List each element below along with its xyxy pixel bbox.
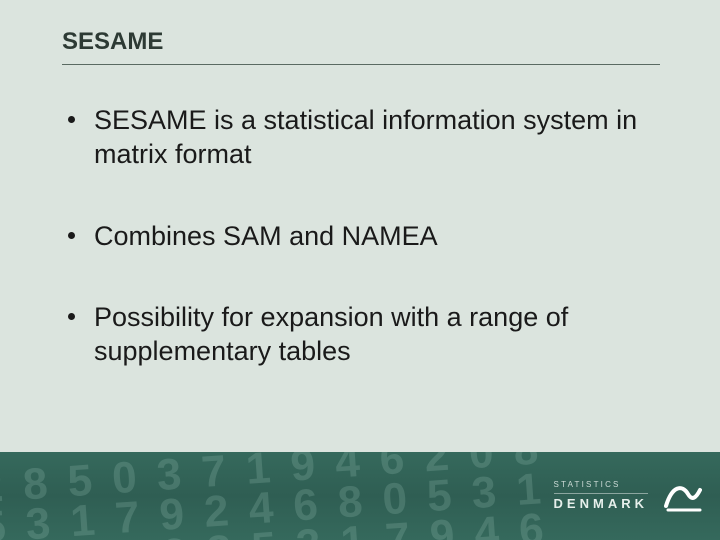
- footer-brand-area: STATISTICS DENMARK: [522, 452, 702, 540]
- title-area: SESAME: [62, 28, 660, 65]
- bullet-dot-icon: [68, 313, 75, 320]
- brand-text: STATISTICS DENMARK: [554, 481, 648, 510]
- bullet-item: SESAME is a statistical information syst…: [62, 104, 650, 172]
- title-underline: [62, 64, 660, 65]
- footer-bar: 2 8 5 0 3 7 1 9 4 6 2 0 8 5 3 1 7 9 2 4 …: [0, 452, 720, 540]
- brand-divider: [554, 493, 648, 494]
- bullet-dot-icon: [68, 116, 75, 123]
- logo-icon: [662, 476, 702, 516]
- brand-top-label: STATISTICS: [554, 481, 648, 489]
- bullet-item: Combines SAM and NAMEA: [62, 220, 650, 254]
- content-area: SESAME is a statistical information syst…: [62, 104, 650, 369]
- brand-bottom-label: DENMARK: [554, 497, 648, 511]
- bullet-text: SESAME is a statistical information syst…: [94, 105, 637, 169]
- bullet-dot-icon: [68, 232, 75, 239]
- bullet-text: Combines SAM and NAMEA: [94, 221, 438, 251]
- bullet-item: Possibility for expansion with a range o…: [62, 301, 650, 369]
- slide: SESAME SESAME is a statistical informati…: [0, 0, 720, 540]
- bullet-text: Possibility for expansion with a range o…: [94, 302, 568, 366]
- slide-title: SESAME: [62, 28, 660, 62]
- bullet-list: SESAME is a statistical information syst…: [62, 104, 650, 369]
